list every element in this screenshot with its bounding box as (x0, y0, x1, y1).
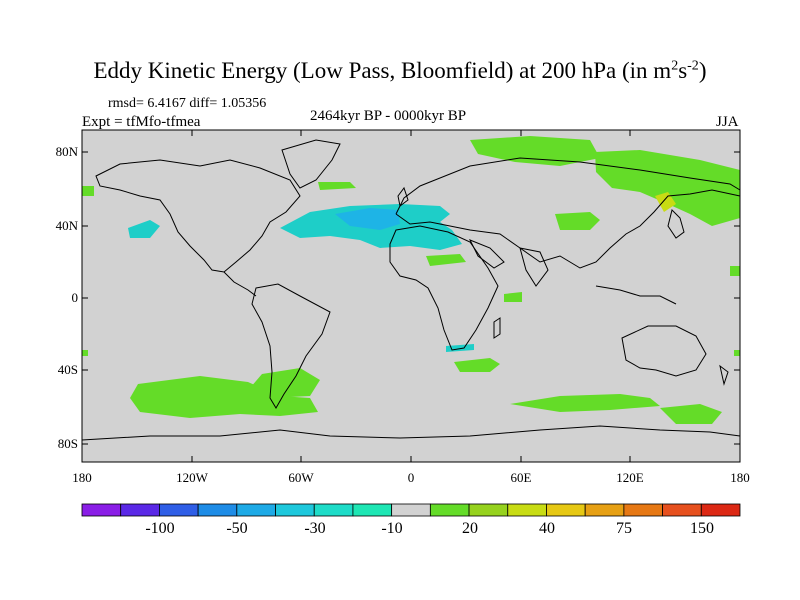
x-label-180e: 180 (730, 470, 750, 485)
y-ticks (82, 151, 740, 445)
colorbar-label: -30 (304, 520, 326, 537)
colorbar-swatch (313, 503, 354, 517)
asia-positive-patch (555, 212, 600, 230)
y-label-80n: 80N (55, 144, 78, 159)
africa-positive-patch (426, 254, 466, 266)
pacific-negative-patch (128, 220, 160, 238)
y-label-80s: 80S (57, 436, 78, 451)
arctic-positive-patch (470, 136, 600, 166)
season-label: JJA (716, 114, 739, 130)
x-label-120e: 120E (616, 470, 644, 485)
atlantic-strong-negative-patch (335, 208, 400, 230)
x-label-60e: 60E (510, 470, 532, 485)
colorbar-swatch (120, 503, 160, 517)
y-label-40n: 40N (55, 218, 78, 233)
colorbar-swatch (275, 503, 315, 517)
colorbar-label: 75 (616, 520, 632, 537)
north-atlantic-positive-patch (318, 182, 356, 190)
x-ticks (81, 130, 631, 462)
coastlines (81, 139, 741, 441)
colorbar-swatch (546, 503, 586, 517)
colorbar-label: -50 (226, 520, 248, 537)
colorbar-label: 40 (539, 520, 555, 537)
colorbar-swatch (197, 503, 238, 517)
x-label-120w: 120W (176, 470, 208, 485)
south-pacific-positive-patch (130, 376, 318, 418)
colorbar-label: 20 (462, 520, 478, 537)
period-label: 2464kyr BP - 0000kyr BP (310, 108, 467, 124)
colorbar-swatch (159, 503, 199, 517)
y-label-40s: 40S (57, 362, 78, 377)
indian-positive-patch (504, 292, 522, 302)
x-label-60w: 60W (288, 470, 314, 485)
colorbar-swatch (391, 503, 431, 517)
x-label-180w: 180 (72, 470, 92, 485)
x-label-0: 0 (407, 470, 415, 485)
colorbar-label: -10 (381, 520, 403, 537)
colorbar (81, 503, 741, 517)
colorbar-swatch (81, 503, 122, 517)
south-atlantic-positive-patch (250, 368, 320, 398)
y-label-0: 0 (71, 290, 79, 305)
dateline-patch (82, 186, 94, 196)
plot-title: Eddy Kinetic Energy (Low Pass, Bloomfiel… (93, 58, 707, 83)
colorbar-label: -100 (145, 520, 175, 537)
south-indian-positive-patch (454, 358, 500, 372)
colorbar-swatch (468, 503, 509, 517)
colorbar-swatch (623, 503, 663, 517)
colorbar-label: 150 (690, 520, 714, 537)
stats-text: rmsd= 6.4167 diff= 1.05356 (108, 96, 267, 111)
yellow-patch (655, 192, 676, 212)
colorbar-swatch (429, 503, 470, 517)
south-indian-band-patch (510, 394, 660, 412)
colorbar-swatch (700, 503, 741, 517)
colorbar-swatch (507, 503, 547, 517)
colorbar-swatch (584, 503, 625, 517)
colorbar-swatch (662, 503, 702, 517)
south-tasman-positive-patch (660, 404, 722, 424)
colorbar-swatch (236, 503, 276, 517)
experiment-label: Expt = tfMfo-tfmea (82, 114, 201, 130)
colorbar-swatch (352, 503, 393, 517)
